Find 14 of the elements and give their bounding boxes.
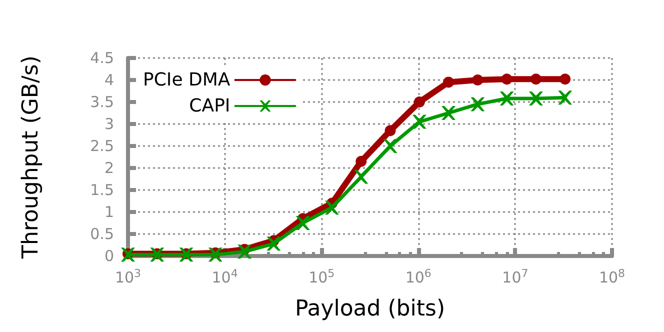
y-tick-label: 4.5 bbox=[90, 49, 114, 67]
legend-label: CAPI bbox=[189, 96, 230, 116]
x-axis-title: Payload (bits) bbox=[294, 296, 446, 322]
y-tick-label: 2 bbox=[104, 159, 114, 177]
y-axis-title: Throughput (GB/s) bbox=[18, 56, 44, 260]
y-tick-label: 3 bbox=[104, 115, 114, 133]
y-tick-label: 1.5 bbox=[90, 181, 114, 199]
y-tick-label: 0.5 bbox=[90, 225, 114, 243]
y-tick-label: 3.5 bbox=[90, 93, 114, 111]
y-tick-label: 4 bbox=[104, 71, 114, 89]
y-tick-label: 1 bbox=[104, 203, 114, 221]
y-tick-label: 2.5 bbox=[90, 137, 114, 155]
legend-label: PCIe DMA bbox=[142, 70, 231, 90]
y-tick-label: 0 bbox=[104, 247, 114, 265]
